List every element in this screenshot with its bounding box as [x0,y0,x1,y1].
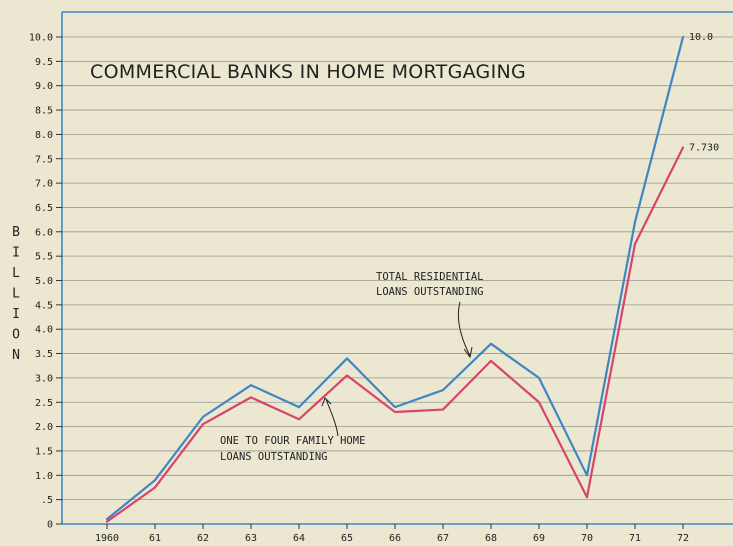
annotation-total-arrowhead [463,346,473,359]
y-tick-labels: 10.0 9.5 9.0 8.5 8.0 7.5 7.0 6.5 6.0 5.5 5.0 4.5 4.0… [29,33,62,531]
y-tick-label: 1.5 [35,446,53,457]
y-tick-label: 5.5 [35,252,53,263]
y-tick-label: 2.0 [35,422,53,433]
series-1-end-label: 10.0 [689,32,713,43]
x-tick-label: 71 [629,533,641,544]
y-tick-label: 4.0 [35,325,53,336]
grid [62,36,733,501]
x-tick-label: 69 [533,533,545,544]
series-group: 10.0 7.730 [105,32,719,523]
x-tick-label: 67 [437,533,449,544]
x-tick-label: 68 [485,533,497,544]
y-tick-label: 5.0 [35,276,53,287]
chart-title: COMMERCIAL BANKS IN HOME MORTGAGING [90,61,526,83]
y-tick-label: 7.5 [35,154,53,165]
series-2-end-label: 7.730 [689,143,719,154]
x-tick-label: 66 [389,533,401,544]
x-tick-label: 63 [245,533,257,544]
annotation-total-residential: TOTAL RESIDENTIAL LOANS OUTSTANDING [376,271,483,359]
y-tick-label: 8.5 [35,106,53,117]
y-tick-label: 7.0 [35,179,53,190]
y-tick-label: 1.0 [35,471,53,482]
x-tick-labels: 1960 61 62 63 64 65 66 67 68 69 70 71 72 [95,524,689,544]
annotation-one-to-four-line-1: ONE TO FOUR FAMILY HOME [220,435,365,447]
x-tick-label: 1960 [95,533,119,544]
y-tick-label: 8.0 [35,130,53,141]
x-tick-label: 70 [581,533,593,544]
annotation-one-to-four: ONE TO FOUR FAMILY HOME LOANS OUTSTANDIN… [220,397,365,463]
x-tick-label: 72 [677,533,689,544]
annotation-one-to-four-line-2: LOANS OUTSTANDING [220,451,327,463]
y-tick-label: 4.5 [35,300,53,311]
x-tick-label: 64 [293,533,305,544]
y-tick-label: 6.0 [35,227,53,238]
x-tick-label: 62 [197,533,209,544]
y-tick-label: 9.5 [35,57,53,68]
annotation-total-line-1: TOTAL RESIDENTIAL [376,271,483,283]
y-tick-label: 2.5 [35,398,53,409]
y-tick-label: 10.0 [29,33,53,44]
annotation-one-to-four-arrowhead [321,397,332,407]
annotation-total-arrow [457,301,471,357]
annotation-total-line-2: LOANS OUTSTANDING [376,286,483,298]
y-tick-label: 3.5 [35,349,53,360]
y-tick-label: 9.0 [35,81,53,92]
annotation-one-to-four-arrow [325,398,339,437]
x-tick-label: 65 [341,533,353,544]
y-tick-label: .5 [41,495,53,506]
y-tick-label: 0 [47,520,53,531]
x-tick-label: 61 [149,533,161,544]
y-tick-label: 3.0 [35,373,53,384]
y-tick-label: 6.5 [35,203,53,214]
axes [61,11,733,525]
